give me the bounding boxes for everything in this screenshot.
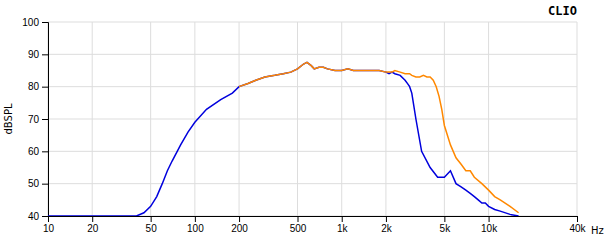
title: CLIO	[548, 4, 577, 18]
x-tick: 500	[290, 216, 307, 234]
chart: 10 20 50 100 200 500 1k 2k 5k 10k 40k 40 50 60 70 80 90 1…	[0, 0, 609, 240]
x-tick-label: 200	[231, 223, 248, 234]
y-tick-label: 90	[28, 49, 40, 60]
grid-line-y	[48, 151, 577, 152]
y-tick-label: 80	[28, 81, 40, 92]
grid	[48, 22, 577, 216]
y-axis-title: dBSPL	[3, 103, 14, 134]
y-tick: 80	[28, 81, 48, 92]
x-tick-label: 100	[187, 223, 204, 234]
y-tick-label: 60	[28, 146, 40, 157]
plot: 10 20 50 100 200 500 1k 2k 5k 10k 40k 40 50 60 70 80 90 1…	[22, 17, 586, 234]
lines	[48, 62, 519, 216]
y-tick: 40	[28, 211, 48, 222]
y-tick-mark	[42, 119, 48, 120]
y-tick-label: 100	[22, 17, 39, 28]
x-tick: 1k	[337, 216, 349, 234]
x-tick: 100	[187, 216, 204, 234]
x-axis: 10 20 50 100 200 500 1k 2k 5k 10k 40k	[43, 216, 587, 234]
y-axis: 40 50 60 70 80 90 100	[22, 17, 48, 222]
x-tick-mark	[92, 216, 93, 222]
grid-line-y	[48, 183, 577, 184]
grid-line-y	[48, 54, 577, 55]
x-tick-label: 20	[87, 223, 99, 234]
line	[48, 62, 519, 216]
x-tick-mark	[195, 216, 196, 222]
y-tick-label: 70	[28, 114, 40, 125]
x-tick-label: 2k	[381, 223, 393, 234]
y-tick-mark	[42, 216, 48, 217]
y-tick-mark	[42, 22, 48, 23]
line	[239, 62, 518, 212]
x-tick-label: 5k	[440, 223, 452, 234]
x-tick-label: 1k	[337, 223, 349, 234]
y-tick: 100	[22, 17, 48, 28]
x-tick-label: 10	[43, 223, 55, 234]
grid-line-y	[48, 119, 577, 120]
y-tick: 70	[28, 114, 48, 125]
x-tick-mark	[386, 216, 387, 222]
x-axis-line	[49, 217, 578, 223]
x-axis-title: Hz	[591, 225, 604, 236]
x-tick-mark	[342, 216, 343, 222]
x-tick: 50	[146, 216, 158, 234]
y-tick-mark	[42, 87, 48, 88]
x-tick: 200	[231, 216, 248, 234]
grid-line-y	[48, 22, 577, 23]
grid-line-y	[48, 86, 577, 87]
x-tick-label: 10k	[481, 223, 498, 234]
x-tick-mark	[577, 216, 578, 222]
y-axis-line	[42, 23, 49, 217]
x-tick-label: 40k	[569, 223, 586, 234]
y-tick-mark	[42, 184, 48, 185]
x-tick-mark	[151, 216, 152, 222]
x-tick-label: 500	[290, 223, 307, 234]
x-tick-mark	[239, 216, 240, 222]
x-tick-mark	[489, 216, 490, 222]
y-tick-mark	[42, 151, 48, 152]
y-tick-label: 40	[28, 211, 40, 222]
y-tick-mark	[42, 54, 48, 55]
y-tick: 50	[28, 178, 48, 189]
x-tick-mark	[298, 216, 299, 222]
x-tick: 40k	[569, 216, 586, 234]
x-tick: 2k	[381, 216, 393, 234]
x-tick: 10	[43, 216, 55, 234]
y-tick: 60	[28, 146, 48, 157]
x-tick-label: 50	[146, 223, 158, 234]
x-tick: 20	[87, 216, 99, 234]
x-tick-mark	[444, 216, 445, 222]
x-tick: 5k	[440, 216, 452, 234]
x-tick: 10k	[481, 216, 498, 234]
y-tick: 90	[28, 49, 48, 60]
y-tick-label: 50	[28, 178, 40, 189]
